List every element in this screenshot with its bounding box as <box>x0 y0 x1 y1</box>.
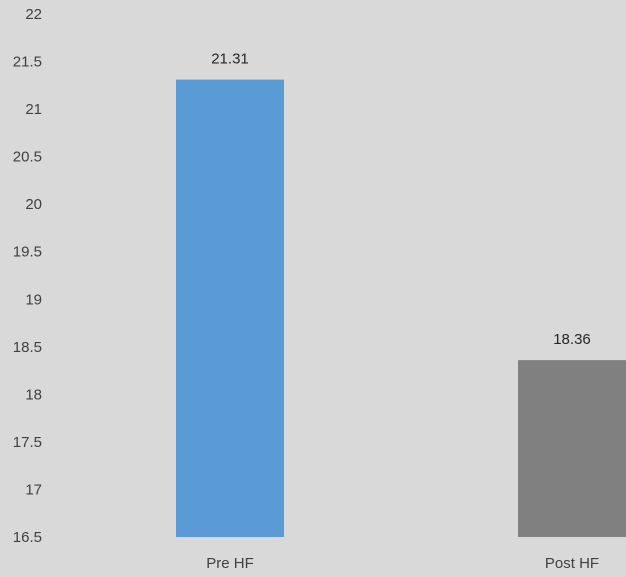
bar-pre-hf <box>176 79 284 537</box>
y-tick-label: 19.5 <box>13 244 42 261</box>
data-label: 18.36 <box>553 331 591 348</box>
data-label: 21.31 <box>211 51 249 68</box>
y-tick-label: 21.5 <box>13 54 42 71</box>
x-category-label: Pre HF <box>206 555 254 572</box>
y-tick-label: 17 <box>25 481 42 498</box>
y-tick-label: 18 <box>25 386 42 403</box>
data-labels-group: 21.31 18.36 <box>211 51 591 349</box>
y-tick-label: 21 <box>25 101 42 118</box>
y-tick-label: 22 <box>25 6 42 23</box>
y-axis: 16.5 17 17.5 18 18.5 19 19.5 20 20.5 21 21.5 22 <box>13 6 42 546</box>
bar-post-hf <box>518 360 626 537</box>
y-tick-label: 19 <box>25 291 42 308</box>
bars-group <box>176 79 626 537</box>
y-tick-label: 17.5 <box>13 434 42 451</box>
x-axis: Pre HF Post HF <box>206 555 599 572</box>
y-tick-label: 18.5 <box>13 339 42 356</box>
y-tick-label: 20.5 <box>13 149 42 166</box>
y-tick-label: 20 <box>25 196 42 213</box>
x-category-label: Post HF <box>545 555 599 572</box>
y-tick-label: 16.5 <box>13 529 42 546</box>
